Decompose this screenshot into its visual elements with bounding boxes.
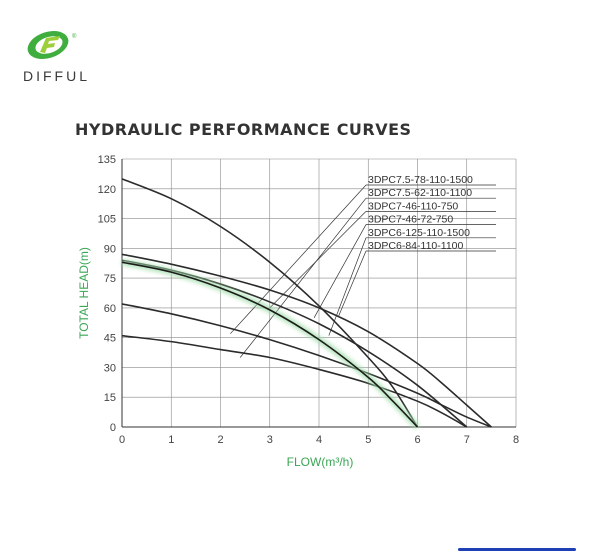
y-tick-label-1: 15 <box>104 392 116 404</box>
leader-line-4 <box>328 237 367 336</box>
series-line-4 <box>121 178 419 428</box>
chart-legend: 3DPC7.5-78-110-15003DPC7.5-62-110-11003D… <box>366 174 496 252</box>
series-line-1 <box>121 303 492 428</box>
y-tick-label-4: 60 <box>104 303 116 315</box>
leader-line-2 <box>269 211 367 309</box>
y-tick-label-8: 120 <box>98 184 116 196</box>
x-tick-label-8: 8 <box>513 434 519 446</box>
legend-label-5: 3DPC6-84-110-1100 <box>368 240 463 252</box>
bottom-accent-bar <box>458 548 576 551</box>
y-tick-label-6: 90 <box>104 243 116 255</box>
y-tick-label-7: 105 <box>98 214 116 226</box>
leader-line-0 <box>230 184 367 334</box>
series-line-0 <box>121 253 492 428</box>
y-tick-label-9: 135 <box>98 154 116 166</box>
y-tick-label-5: 75 <box>104 273 116 285</box>
logo-registered-mark: ® <box>72 33 77 40</box>
chart-curves <box>121 178 492 430</box>
y-tick-label-2: 30 <box>104 362 116 374</box>
y-tick-label-0: 0 <box>110 422 116 434</box>
y-tick-label-3: 45 <box>104 333 116 345</box>
legend-label-1: 3DPC7.5-62-110-1100 <box>368 187 472 199</box>
brand-name: DIFFUL <box>23 68 90 84</box>
leader-line-5 <box>338 250 367 316</box>
x-tick-label-7: 7 <box>464 434 470 446</box>
y-axis-label: TOTAL HEAD(m) <box>77 247 91 339</box>
x-tick-label-4: 4 <box>316 434 322 446</box>
leader-lines <box>230 184 367 358</box>
x-tick-label-2: 2 <box>217 434 223 446</box>
series-line-3 <box>121 259 468 428</box>
x-axis-label: FLOW(m³/h) <box>287 455 354 469</box>
x-tick-label-5: 5 <box>365 434 371 446</box>
difful-logo: ® <box>27 31 77 59</box>
leader-line-1 <box>239 197 367 358</box>
legend-label-2: 3DPC7-46-110-750 <box>368 200 458 212</box>
x-tick-label-3: 3 <box>267 434 273 446</box>
series-line-2 <box>121 334 468 428</box>
series-line-5 <box>121 261 419 428</box>
leader-line-3 <box>313 224 367 318</box>
legend-label-3: 3DPC7-46-72-750 <box>368 214 453 226</box>
legend-label-4: 3DPC6-125-110-1500 <box>368 227 470 239</box>
logo-f-mark-icon <box>40 36 60 53</box>
legend-label-0: 3DPC7.5-78-110-1500 <box>368 174 473 186</box>
x-tick-label-0: 0 <box>119 434 125 446</box>
x-tick-label-1: 1 <box>168 434 174 446</box>
x-tick-label-6: 6 <box>414 434 420 446</box>
chart-title: HYDRAULIC PERFORMANCE CURVES <box>75 120 412 139</box>
